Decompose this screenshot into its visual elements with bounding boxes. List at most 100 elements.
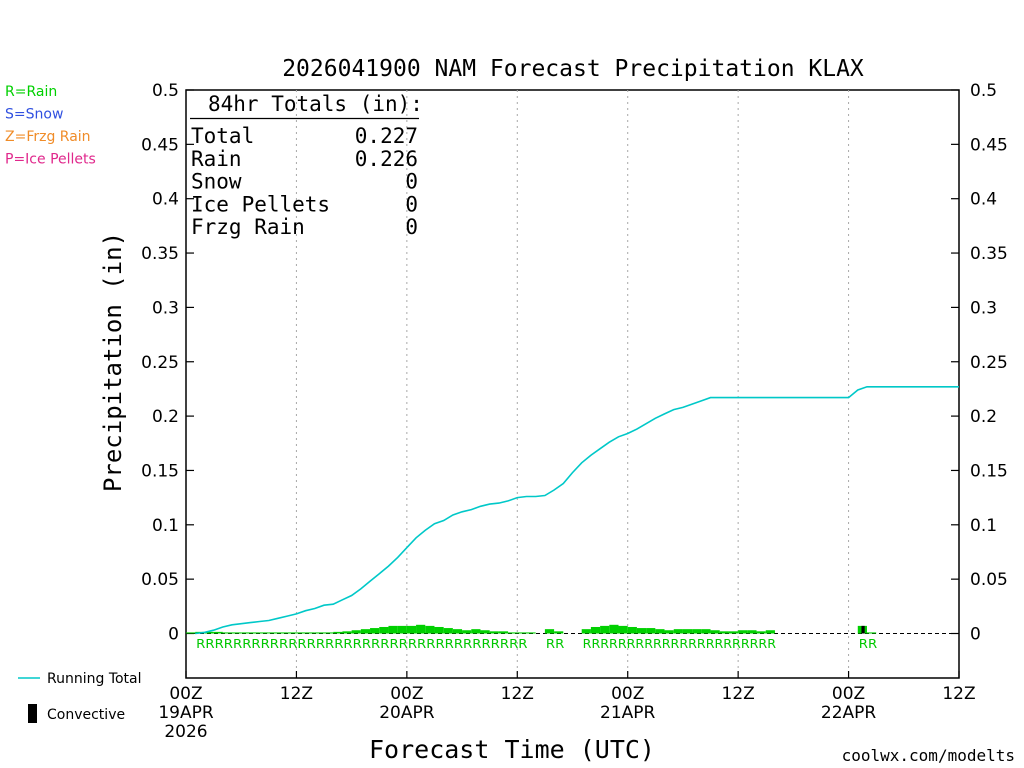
precip-bar [213,631,223,634]
precip-bar [756,631,766,634]
y-tick-label-left: 0.1 [152,516,179,536]
x-axis-label: Forecast Time (UTC) [369,735,655,764]
precip-bar [554,631,564,634]
x-tick-label: 00Z [611,684,644,704]
totals-row-value: 0.227 [355,124,418,148]
precip-type-code-span: RR [546,637,564,651]
precip-bar [609,624,619,634]
precip-bar [692,629,702,634]
totals-rows: Total 0.227 Rain 0.226 Snow 0 Ice Pellets 0 Frzg… [191,124,418,239]
precip-bar [508,632,518,634]
y-tick-label-right: 0.1 [970,516,997,536]
y-tick-label-right: 0.45 [970,135,1008,155]
y-tick-label-left: 0.3 [152,298,179,318]
precip-type-legend-item: S=Snow [5,107,63,123]
y-tick-label-left: 0.35 [141,244,179,264]
x-tick-label: 00Z [390,684,423,704]
watermark: coolwx.com/modelts [842,746,1015,765]
precip-bar [296,632,306,634]
precip-bar [388,625,398,634]
totals-row-label: Total [191,124,254,148]
precip-bar [581,629,591,634]
precip-bar [305,632,315,634]
chart-title: 2026041900 NAM Forecast Precipitation KL… [282,56,864,82]
precip-bar [600,625,610,634]
precip-bar [186,632,196,634]
running-total-line [195,386,959,635]
y-tick-label-left: 0.45 [141,135,179,155]
y-tick-label-right: 0.05 [970,570,1008,590]
precip-bar [627,626,637,634]
totals-row-label: Snow [191,170,242,194]
y-tick-label-right: 0 [970,625,981,645]
y-tick-label-left: 0.05 [141,570,179,590]
precip-bar [765,630,775,634]
precip-bar [443,628,453,634]
precip-bar [517,632,527,634]
precip-bar [738,630,748,634]
y-tick-label-left: 0.2 [152,407,179,427]
precip-bar [360,629,371,634]
y-tick-label-left: 0.5 [152,81,179,101]
y-tick-label-right: 0.5 [970,81,997,101]
precip-bar [462,630,472,634]
x-tick-label: 20APR [379,703,435,723]
convective-bar [861,625,865,634]
totals-row-value: 0 [405,170,418,194]
y-tick-label-left: 0.15 [141,461,179,481]
x-tick-label: 00Z [169,684,202,704]
x-tick-label: 21APR [600,703,656,723]
precip-type-legend-item: P=Ice Pellets [5,152,96,168]
totals-row-label: Frzg Rain [191,215,305,239]
totals-row-value: 0.226 [355,147,418,171]
y-tick-label-left: 0.25 [141,353,179,373]
vertical-gridlines [295,90,850,678]
totals-box: 84hr Totals (in): Total 0.227 Rain 0.226 Sno… [190,92,423,239]
totals-row-label: Ice Pellets [191,192,330,216]
y-axis-ticks: 0 00.05 0.050.1 0.10.15 0.150.2 0.20.25 0.250.… [141,81,1008,645]
precip-type-code-span: RRRRRRRRRRRRRRRRRRRRRR [583,637,776,651]
precip-bar [544,629,555,634]
y-tick-label-left: 0 [168,625,179,645]
precip-bar [287,632,297,634]
y-tick-label-right: 0.4 [970,190,997,210]
y-tick-label-right: 0.2 [970,407,997,427]
running-total-legend-label: Running Total [47,671,142,687]
precip-bar [406,625,417,634]
precip-bar [682,629,693,634]
precip-bar [204,631,214,634]
precip-bar [425,625,435,634]
precip-type-legend-item: R=Rain [5,84,57,100]
y-axis-label: Precipitation (in) [99,232,127,492]
precip-bar [333,631,343,634]
precip-bar [278,632,288,634]
precip-bar [241,632,251,634]
hourly-precip-bars [186,624,877,634]
precip-bar [866,632,877,634]
precip-bar [701,629,711,634]
precip-bar [489,631,499,634]
precip-bar [636,628,647,634]
precip-bar [664,630,674,634]
precip-bar [673,629,683,634]
y-tick-label-left: 0.4 [152,190,179,210]
precip-bar [480,630,490,634]
x-tick-label: 12Z [280,684,313,704]
precip-type-legend-item: Z=Frzg Rain [5,129,91,145]
precip-bar [342,631,352,634]
convective-bars [861,625,865,634]
precip-type-code-span: RRRRRRRRRRRRRRRRRRRRRRRRRRRRRRRRRRRR [196,637,527,651]
precip-bar [719,631,729,634]
y-tick-label-right: 0.3 [970,298,997,318]
y-tick-label-right: 0.15 [970,461,1008,481]
precip-bar [250,632,260,634]
convective-legend-label: Convective [47,707,125,723]
series-legend: Running Total Convective [18,671,142,723]
totals-row-label: Rain [191,147,242,171]
precip-bar [259,632,269,634]
precip-bar [710,630,720,634]
precip-bar [397,625,407,634]
precip-bar [618,625,628,634]
